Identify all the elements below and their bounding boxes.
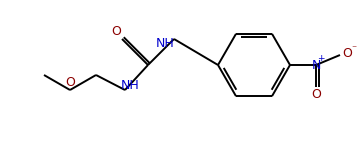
Text: ⁻: ⁻ xyxy=(351,44,356,54)
Text: +: + xyxy=(317,54,325,62)
Text: O: O xyxy=(111,25,121,37)
Text: NH: NH xyxy=(156,36,174,50)
Text: O: O xyxy=(311,87,321,101)
Text: N: N xyxy=(311,59,321,71)
Text: O: O xyxy=(65,76,75,88)
Text: NH: NH xyxy=(121,79,140,92)
Text: O: O xyxy=(342,46,352,60)
